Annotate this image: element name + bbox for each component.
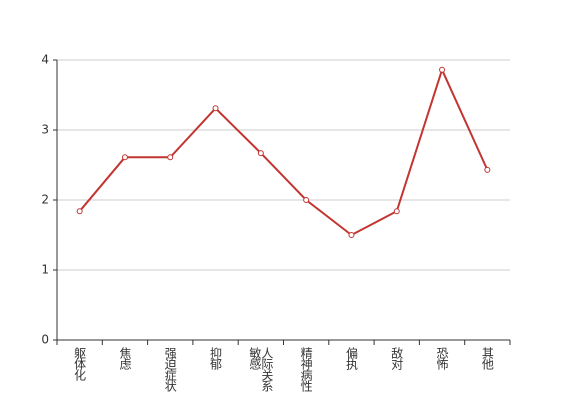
x-tick-label: 强迫症状	[163, 347, 178, 391]
x-tick-label: 敌对	[389, 347, 404, 369]
y-tick-label: 4	[41, 53, 49, 67]
x-tick-label: 焦虑	[117, 347, 132, 369]
x-tick-label: 其他	[480, 347, 495, 369]
point	[303, 197, 310, 203]
point	[121, 154, 128, 161]
y-tick-label: 3	[41, 123, 49, 137]
x-tick-label: 抑郁	[208, 347, 223, 369]
y-tick-label: 2	[41, 193, 49, 207]
point	[257, 150, 264, 157]
x-tick-label: 精神病性	[299, 347, 314, 391]
x-tick-label: 人际关系敏感	[247, 347, 274, 391]
point	[76, 208, 83, 215]
point	[439, 66, 446, 73]
x-tick-label: 偏执	[344, 347, 359, 369]
point	[393, 208, 400, 215]
point	[484, 166, 491, 173]
x-tick-label: 恐怖	[435, 347, 450, 369]
y-tick-label: 0	[41, 333, 49, 347]
x-tick-label: 躯体化	[72, 347, 87, 380]
line	[78, 67, 489, 237]
point	[212, 105, 219, 112]
y-tick-label: 1	[41, 263, 49, 277]
point	[167, 154, 174, 161]
point	[348, 232, 355, 238]
